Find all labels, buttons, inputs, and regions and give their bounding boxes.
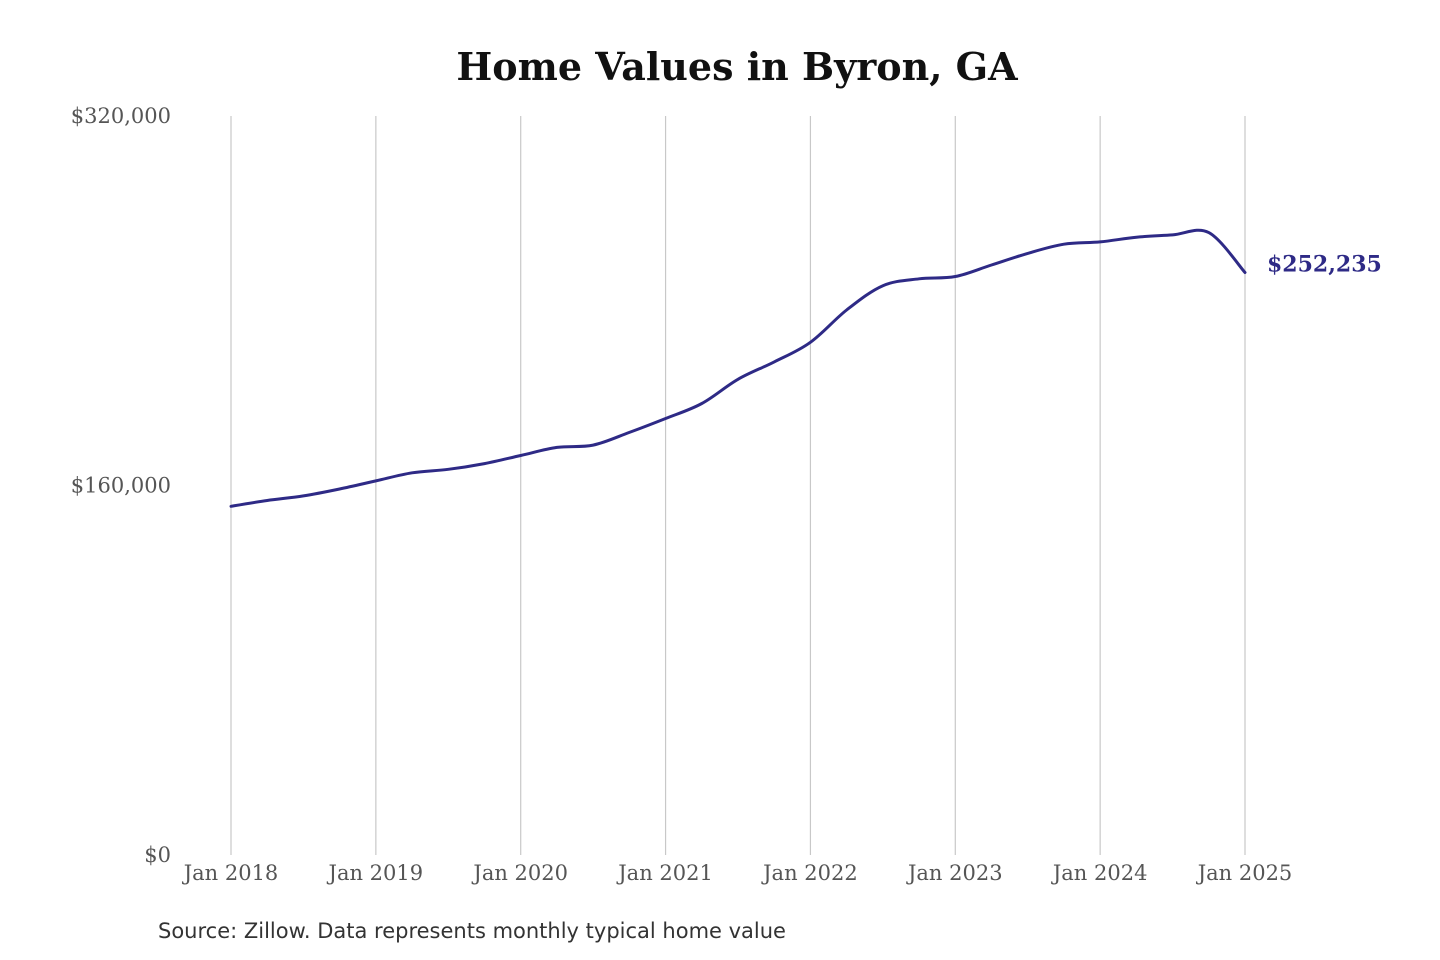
grid-lines: [230, 116, 1246, 855]
x-tick-label: Jan 2019: [327, 861, 424, 885]
y-tick-label: $160,000: [71, 474, 171, 498]
series-layer: [229, 228, 1247, 508]
source-note: Source: Zillow. Data represents monthly …: [158, 919, 786, 943]
x-tick-label: Jan 2021: [616, 861, 713, 885]
x-tick-label: Jan 2023: [906, 861, 1003, 885]
x-tick-label: Jan 2025: [1196, 861, 1293, 885]
x-tick-label: Jan 2022: [761, 861, 858, 885]
chart-title: Home Values in Byron, GA: [456, 44, 1018, 89]
x-tick-label: Jan 2020: [471, 861, 568, 885]
end-value-label: $252,235: [1267, 251, 1382, 277]
series-line-0: [229, 228, 1247, 508]
y-tick-label: $320,000: [71, 104, 171, 128]
y-tick-label: $0: [144, 843, 171, 867]
x-axis-tick-labels: Jan 2018 Jan 2019 Jan 2020 Jan 2021 Jan 2022…: [182, 861, 1293, 885]
y-axis-tick-labels: $0 $160,000 $320,000: [71, 104, 171, 867]
x-tick-label: Jan 2024: [1051, 861, 1148, 885]
x-tick-label: Jan 2018: [182, 861, 279, 885]
